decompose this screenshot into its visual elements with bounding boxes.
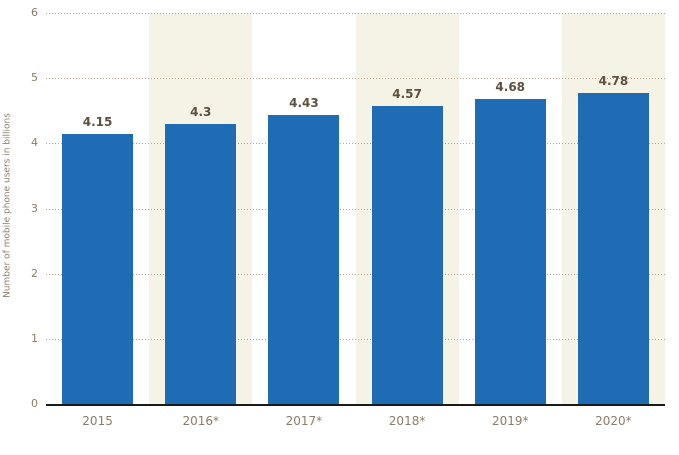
bar-2017 <box>268 115 340 404</box>
bar-2020 <box>577 92 649 404</box>
bar-2018 <box>371 106 443 404</box>
x-tick-label-2018: 2018* <box>388 414 426 428</box>
bar-value-label-2016: 4.3 <box>190 104 212 119</box>
x-tick-label-2016: 2016* <box>182 414 219 428</box>
bar-2015 <box>62 133 134 404</box>
y-tick-label-5: 5 <box>31 71 38 85</box>
gridline-y-3 <box>46 208 665 210</box>
x-tick-label-2019: 2019* <box>491 414 529 428</box>
gridline-y-2 <box>46 273 665 275</box>
x-axis-line <box>46 404 665 406</box>
y-tick-label-3: 3 <box>31 201 38 215</box>
bar-value-label-2017: 4.43 <box>289 96 319 111</box>
y-tick-label-2: 2 <box>31 266 38 280</box>
x-tick-label-2020: 2020* <box>595 414 632 428</box>
bar-value-label-2019: 4.68 <box>495 80 526 95</box>
gridline-y-5 <box>46 78 665 80</box>
bar-2019 <box>474 99 546 404</box>
gridline-y-1 <box>46 338 665 340</box>
y-tick-label-6: 6 <box>31 6 38 19</box>
x-tick-label-2017: 2017* <box>285 414 323 428</box>
bar-value-label-2018: 4.57 <box>392 87 422 102</box>
gridline-y-4 <box>46 143 665 145</box>
y-tick-label-0: 0 <box>31 397 38 410</box>
x-tick-label-2015: 2015 <box>82 414 113 428</box>
bar-2016 <box>165 123 237 404</box>
bar-value-label-2020: 4.78 <box>598 73 629 88</box>
gridline-y-6 <box>46 13 665 14</box>
y-tick-label-1: 1 <box>31 331 38 345</box>
y-tick-label-4: 4 <box>31 136 38 150</box>
bar-value-label-2015: 4.15 <box>82 114 113 129</box>
